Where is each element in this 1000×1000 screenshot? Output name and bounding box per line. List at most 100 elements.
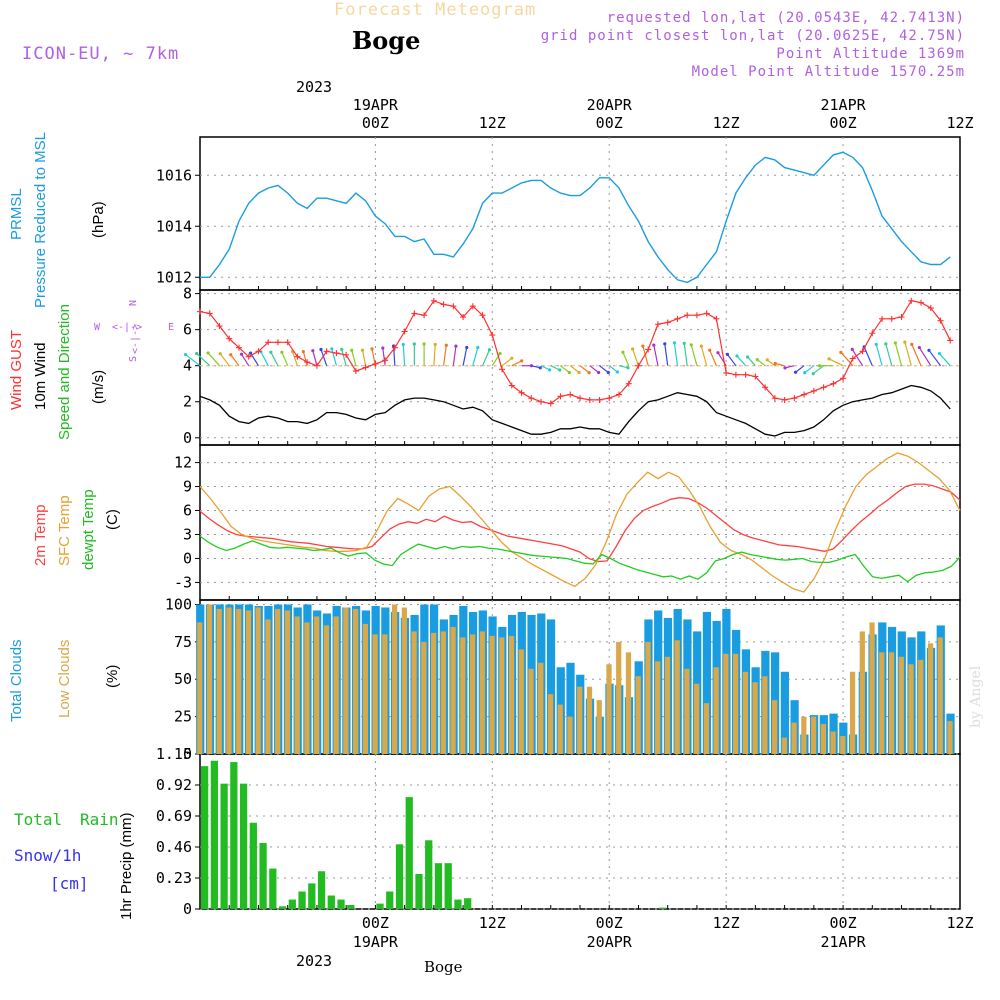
bottom-date-label: 20APR [587,933,633,951]
wind-arrow-head [350,348,354,352]
gust-marker [898,314,905,321]
wind-arrow-head [927,348,931,352]
low-cloud-bar [810,716,817,754]
top-year: 2023 [296,78,332,96]
gust-marker [849,355,856,362]
series-2m-temp [199,483,961,563]
gust-marker [615,391,622,398]
low-cloud-bar [275,608,281,754]
low-cloud-bar [918,659,924,754]
gust-marker [265,339,272,346]
wind-direction-arrow [270,351,279,366]
ytick-label: 3 [183,525,192,543]
gust-marker [947,337,954,344]
wind-arrow-head [793,370,798,374]
low-cloud-bar [372,634,378,754]
wind-direction-arrow [690,344,698,366]
precip-bar [415,873,423,909]
low-cloud-bar [684,668,690,754]
low-cloud-bar [314,616,320,754]
low-cloud-bar [625,652,632,754]
gust-marker [645,346,652,353]
wind-direction-arrow [894,342,903,366]
legend-snow: Snow/1h [14,846,82,865]
wind-direction-arrow [599,365,609,373]
wind-arrow-head [606,370,610,375]
gust-marker [226,335,233,342]
wind-direction-arrow [726,354,737,367]
low-cloud-bar [547,694,554,754]
gust-marker [742,371,749,378]
wind-arrow-head [381,346,385,350]
gust-marker [304,359,311,366]
gust-marker [820,384,827,391]
gust-marker [635,362,642,369]
series-10m-wind [199,384,951,437]
wind-direction-arrow [700,345,708,366]
low-cloud-bar [421,641,427,754]
low-cloud-bar [869,622,875,754]
wind-arrow-head [937,351,942,356]
total-cloud-bar [546,619,556,754]
low-cloud-bar [450,626,456,754]
wind-direction-arrow [828,358,844,367]
wind-direction-arrow [632,348,640,366]
precip-bar [210,760,218,909]
ytick-label: 12 [174,454,192,472]
wind-direction-arrow [709,349,717,366]
low-cloud-bar [430,632,437,754]
series-dewpt-temp [199,535,961,583]
gust-marker [235,344,242,351]
wind-direction-arrow [281,352,289,366]
wind-direction-arrow [207,352,220,367]
gust-marker [430,297,437,304]
wind-direction-arrow [452,346,457,366]
wind-direction-arrow [230,354,240,367]
wind-arrow-head [682,341,686,345]
gust-marker [937,317,944,324]
ytick-label: 1.15 [156,745,192,763]
low-cloud-bar [635,676,641,754]
wind-arrow-head [340,347,344,351]
wind-arrow-head [615,370,620,374]
wind-arrow-head [183,352,188,357]
wind-arrow-head [301,349,305,354]
wind-arrow-head [773,361,777,366]
wind-direction-arrow [371,348,376,366]
precip-bar [347,904,355,909]
bottom-hour-label: 12Z [713,914,740,932]
requested-coords: requested lon,lat (20.0543E, 42.7413N) [606,10,965,26]
panel-frame-1 [199,289,961,446]
wind-arrow-head [330,347,334,351]
gust-marker [245,353,252,360]
ytick-label: 1016 [156,166,192,184]
compass-south: S [128,356,139,362]
low-cloud-bar [567,716,573,754]
precip-bar [269,868,277,909]
compass-arrow-ew: <-|-> [112,322,142,333]
low-cloud-bar [255,607,261,754]
gust-marker [810,387,817,394]
gust-marker [499,366,506,373]
wind-arrow-head [827,357,831,361]
low-cloud-bar [586,686,593,754]
low-cloud-bar [245,610,252,754]
panel-frame-0 [199,136,961,291]
low-cloud-bar [859,631,865,754]
wind-arrow-head [444,343,448,347]
total-cloud-bar [780,671,789,754]
low-cloud-bar [713,667,719,754]
model-name: ICON-EU, ~ 7km [22,44,180,64]
gust-marker [547,400,554,407]
precip-bar [298,891,306,909]
wind-arrow-head [538,366,542,370]
gust-marker [703,310,710,317]
wind-arrow-head [765,358,769,362]
gust-marker [255,348,262,355]
gust-marker [830,380,837,387]
wind-arrow-head [631,347,635,351]
wind-direction-arrow [185,354,201,367]
ytick-label: 9 [183,478,192,496]
low-cloud-bar [323,625,330,754]
low-cloud-bar [518,649,524,754]
